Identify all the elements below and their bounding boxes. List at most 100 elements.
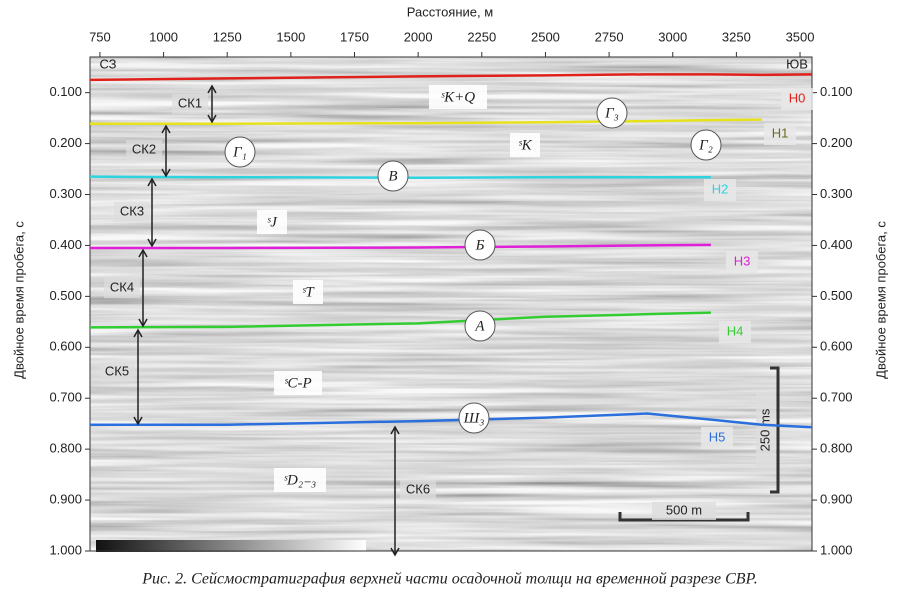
complex-label: ˢJ — [267, 214, 278, 230]
horizon-line — [90, 412, 813, 429]
arrow-head — [138, 318, 148, 328]
y-tick-label: 0.800 — [49, 441, 82, 456]
horizon-label-box — [764, 123, 796, 145]
arrow-head — [147, 177, 157, 187]
horizon-label-box — [719, 321, 751, 343]
reflector-label: А — [474, 318, 485, 334]
reflector-circle — [464, 229, 496, 261]
unit-label-box — [126, 140, 162, 160]
unit-label: СК1 — [178, 95, 202, 110]
arrow-head — [133, 328, 143, 338]
y-tick-label: 0.600 — [49, 339, 82, 354]
y-tick-label: 0.700 — [49, 390, 82, 405]
x-tick-label: 3000 — [658, 29, 687, 44]
arrow-head — [207, 84, 217, 94]
y2-tick-label: 0.700 — [820, 390, 853, 405]
x-tick-label: 1250 — [213, 29, 242, 44]
horizon-label: Н0 — [789, 90, 806, 105]
horizon-label-box — [701, 427, 733, 449]
scale-distance: 500 m — [618, 502, 750, 522]
y-tick-label: 0.100 — [49, 84, 82, 99]
horizon-label-box — [781, 88, 813, 110]
unit-label: СК4 — [110, 279, 134, 294]
reflector-circle — [224, 136, 256, 168]
complex-box — [293, 280, 323, 304]
reflector-circle — [690, 129, 722, 161]
complex-label: ˢD₂₋₃ — [284, 472, 316, 488]
unit-label: СК3 — [120, 203, 144, 218]
x-axis-title: Расстояние, м — [407, 4, 493, 19]
corner-label: СЗ — [99, 56, 116, 71]
reflector-label: Б — [475, 237, 485, 253]
reflector-label: Г₃ — [604, 105, 619, 121]
reflector-circle — [596, 97, 628, 129]
unit-label-box — [104, 278, 140, 298]
y2-tick-label: 1.000 — [820, 542, 853, 557]
y2-tick-label: 0.500 — [820, 288, 853, 303]
horizon-line — [90, 118, 762, 125]
horizon-label: Н5 — [709, 429, 726, 444]
horizon-label: Н1 — [772, 125, 789, 140]
complex-box — [429, 85, 487, 109]
x-tick-label: 2750 — [595, 29, 624, 44]
complex-label: ˢK+Q — [441, 89, 475, 105]
x-tick-label: 1000 — [149, 29, 178, 44]
unit-label: СК2 — [132, 141, 156, 156]
x-tick-label: 3250 — [722, 29, 751, 44]
reflector-circle — [464, 310, 496, 342]
scale-time-label: 250 ms — [757, 408, 772, 451]
horizon-label: Н3 — [734, 253, 751, 268]
unit-label: СК5 — [105, 363, 129, 378]
horizon-line — [89, 73, 813, 82]
y2-tick-label: 0.900 — [820, 492, 853, 507]
y-tick-label: 0.500 — [49, 288, 82, 303]
complex-box — [257, 210, 287, 234]
y2-tick-label: 0.800 — [820, 441, 853, 456]
x-tick-label: 2250 — [467, 29, 496, 44]
plot-frame — [89, 56, 813, 552]
caption: Рис. 2. Сейсмостратиграфия верхней части… — [141, 571, 758, 588]
arrow-head — [390, 547, 400, 557]
arrow-head — [207, 114, 217, 124]
arrow-head — [147, 238, 157, 248]
horizon-line — [89, 175, 711, 179]
complex-box — [510, 133, 540, 157]
reflector-circle — [458, 402, 490, 434]
complex-box — [274, 371, 322, 395]
arrow-head — [138, 248, 148, 258]
unit-label-box — [99, 362, 135, 382]
y2-tick-label: 0.300 — [820, 186, 853, 201]
complex-label: ˢK — [518, 137, 532, 153]
x-tick-label: 1750 — [340, 29, 369, 44]
y-tick-label: 0.400 — [49, 237, 82, 252]
corner-label: ЮВ — [786, 56, 808, 71]
x-tick-label: 750 — [89, 29, 111, 44]
y2-axis-title: Двойное время пробега, с — [873, 221, 888, 379]
y-tick-label: 1.000 — [49, 542, 82, 557]
complex-box — [274, 468, 326, 492]
scale-time: 250 ms — [756, 366, 780, 494]
x-tick-label: 2000 — [404, 29, 433, 44]
unit-label-box — [400, 480, 436, 500]
x-tick-label: 1500 — [276, 29, 305, 44]
reflector-label: В — [388, 168, 397, 184]
x-tick-label: 3500 — [786, 29, 815, 44]
horizon-label-box — [704, 179, 736, 201]
x-tick-label: 2500 — [531, 29, 560, 44]
y2-tick-label: 0.600 — [820, 339, 853, 354]
scale-distance-label: 500 m — [666, 502, 702, 517]
reflector-label: Ш₃ — [463, 410, 485, 426]
arrow-head — [390, 425, 400, 435]
y-tick-label: 0.900 — [49, 492, 82, 507]
arrow-head — [161, 124, 171, 134]
y-axis-title: Двойное время пробега, с — [11, 221, 26, 379]
horizon-label-box — [726, 251, 758, 273]
reflector-label: Г₂ — [698, 137, 713, 153]
reflector-circle — [377, 160, 409, 192]
unit-label-box — [114, 202, 150, 222]
reflector-label: Г₁ — [232, 144, 247, 160]
y2-tick-label: 0.100 — [820, 84, 853, 99]
y-tick-label: 0.200 — [49, 135, 82, 150]
horizon-label: Н4 — [727, 323, 744, 338]
